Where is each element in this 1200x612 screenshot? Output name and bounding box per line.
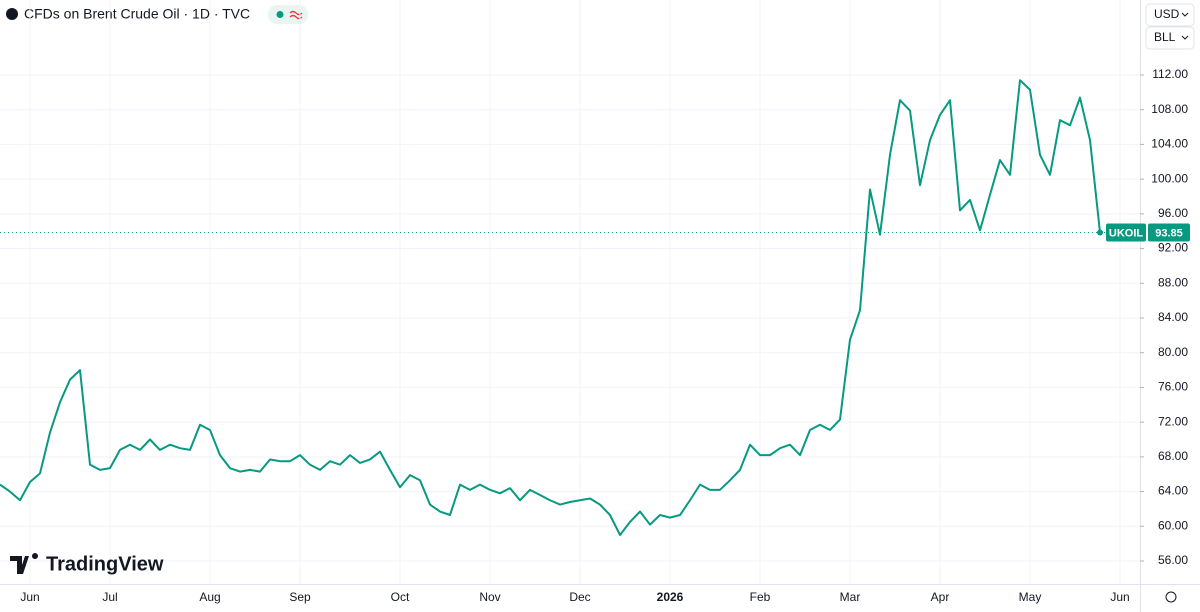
dropdown-arrow xyxy=(1181,12,1189,17)
symbol-icon xyxy=(6,8,18,20)
y-tick-label: 84.00 xyxy=(1158,310,1188,324)
y-tick-label: 100.00 xyxy=(1151,171,1188,185)
x-tick-label: Nov xyxy=(479,590,500,604)
y-tick-label: 72.00 xyxy=(1158,414,1188,428)
y-tick-label: 56.00 xyxy=(1158,553,1188,567)
dropdown-arrow xyxy=(1181,35,1189,40)
y-tick-label: 88.00 xyxy=(1158,275,1188,289)
x-tick-label: 2026 xyxy=(657,590,684,604)
price-tag xyxy=(1148,223,1190,242)
x-tick-label: Apr xyxy=(931,590,950,604)
x-tick-label: Feb xyxy=(750,590,771,604)
brand-logo: TradingView xyxy=(10,553,164,575)
status-badge[interactable] xyxy=(268,5,308,24)
y-tick-label: 64.00 xyxy=(1158,484,1188,498)
x-tick-label: Oct xyxy=(391,590,410,604)
status-dot xyxy=(276,11,284,18)
y-tick-label: 92.00 xyxy=(1158,241,1188,255)
x-tick-label: Aug xyxy=(199,590,220,604)
x-tick-label: Sep xyxy=(289,590,311,604)
symbol-name: UKOIL xyxy=(1109,227,1144,239)
y-tick-label: 76.00 xyxy=(1158,380,1188,394)
x-tick-label: Jun xyxy=(1110,590,1129,604)
settings-button[interactable] xyxy=(1165,591,1177,603)
unit-label: BLL xyxy=(1154,30,1176,44)
currency-button[interactable] xyxy=(1145,3,1195,27)
price-line xyxy=(0,79,1101,536)
chart-title: CFDs on Brent Crude Oil · 1D · TVC xyxy=(24,6,250,22)
y-tick-label: 96.00 xyxy=(1158,206,1188,220)
y-tick-label: 112.00 xyxy=(1152,67,1188,81)
last-price-dot xyxy=(1097,229,1103,236)
x-tick-label: Jun xyxy=(20,590,39,604)
brand-mark xyxy=(10,553,38,574)
unit-button[interactable] xyxy=(1145,26,1195,50)
y-tick-label: 80.00 xyxy=(1158,345,1188,359)
y-tick-label: 68.00 xyxy=(1158,449,1188,463)
y-tick-label: 108.00 xyxy=(1151,102,1188,116)
x-tick-label: Jul xyxy=(102,590,117,604)
brand-name: TradingView xyxy=(46,553,164,575)
x-tick-label: Dec xyxy=(569,590,590,604)
y-tick-label: 60.00 xyxy=(1158,518,1188,532)
last-price-label: 93.85 xyxy=(1155,227,1183,239)
x-tick-label: Mar xyxy=(840,590,861,604)
symbol-tag xyxy=(1106,223,1146,242)
currency-label: USD xyxy=(1154,7,1180,21)
x-tick-label: May xyxy=(1019,590,1042,604)
y-tick-label: 104.00 xyxy=(1151,137,1188,151)
